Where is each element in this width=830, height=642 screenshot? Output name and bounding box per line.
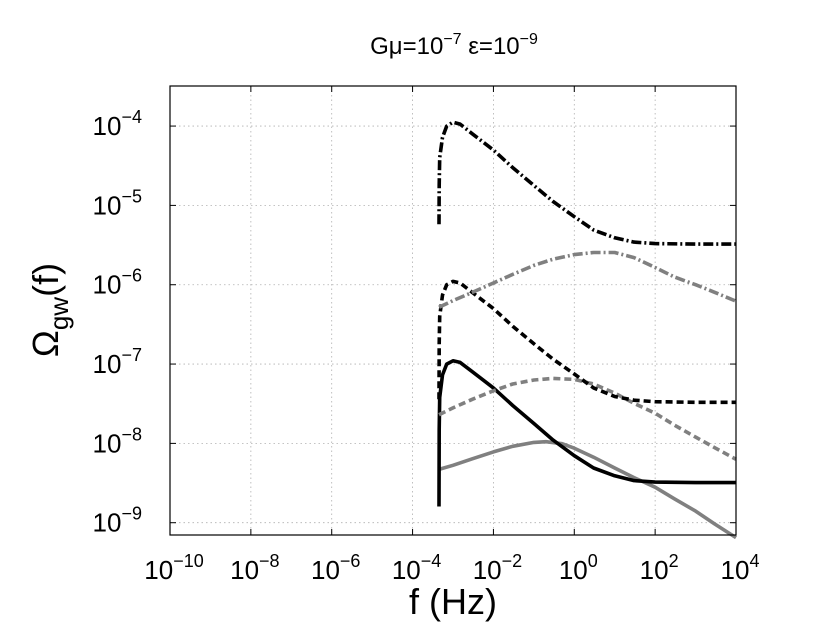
y-label-tail: (f) (25, 263, 66, 297)
x-tick-label: 100 (559, 551, 598, 585)
y-axis-label: Ωgw(f) (25, 263, 74, 357)
title-base: Gμ=10 (370, 33, 443, 60)
y-tick-label: 10−4 (93, 107, 142, 141)
grid (170, 86, 736, 535)
y-tick-label: 10−7 (93, 345, 142, 379)
y-label-main: Ω (25, 330, 66, 357)
y-label-sub: gw (44, 297, 74, 330)
x-tick-label: 10−8 (230, 551, 279, 585)
chart-title: Gμ=10−7 ε=10−9 (370, 31, 538, 60)
y-tick-label: 10−5 (93, 186, 142, 220)
series-line-2 (437, 359, 736, 507)
series-line-3 (438, 376, 737, 461)
x-tick-label: 10−6 (311, 551, 360, 585)
series-line-1 (438, 439, 737, 540)
x-tick-label: 102 (640, 551, 679, 585)
series-line-6 (437, 120, 736, 246)
x-axis-label: f (Hz) (409, 581, 497, 622)
title-mid: ε=10 (462, 33, 520, 60)
x-tick-label: 10−2 (473, 551, 522, 585)
x-tick-label: 10−10 (144, 551, 203, 585)
x-tick-label: 104 (721, 551, 760, 585)
tick-labels: 10−10 10−8 10−6 10−4 10−2 100 102 104 10−9 10−8 10… (93, 107, 760, 585)
series-line-4 (437, 279, 736, 405)
series-group (437, 120, 737, 540)
y-tick-label: 10−6 (93, 266, 142, 300)
title-exp-1: −7 (443, 31, 461, 48)
y-tick-label: 10−8 (93, 424, 142, 458)
title-exp-2: −9 (520, 31, 538, 48)
x-tick-label: 10−4 (392, 551, 441, 585)
plot-frame (169, 85, 737, 536)
ticks (169, 86, 737, 535)
y-tick-label: 10−9 (93, 504, 142, 538)
